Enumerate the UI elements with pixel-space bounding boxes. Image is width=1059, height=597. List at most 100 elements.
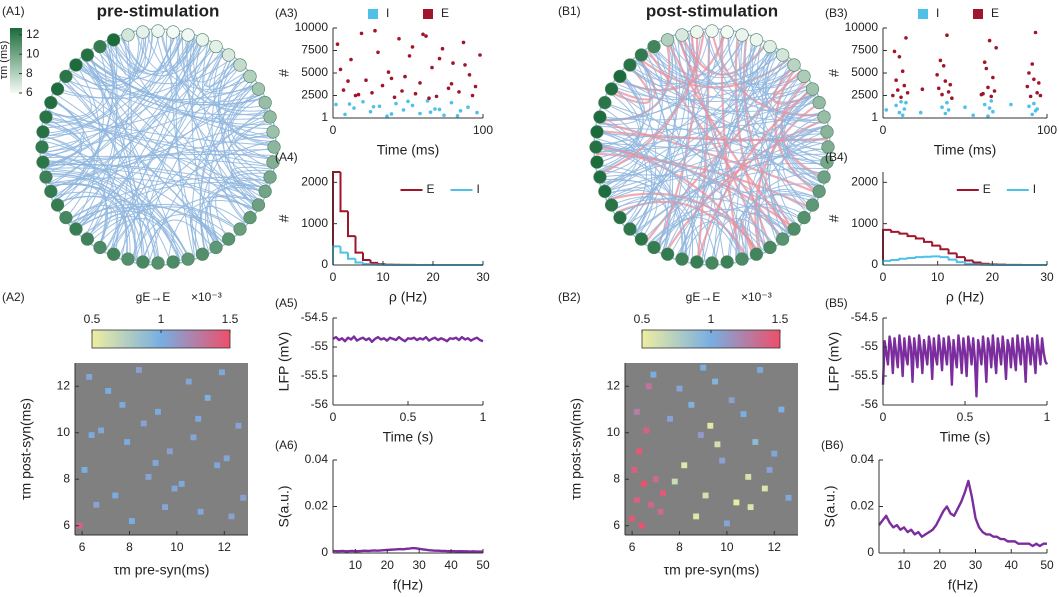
edge xyxy=(640,52,781,85)
node xyxy=(735,28,749,42)
edge xyxy=(111,31,153,73)
edge xyxy=(609,64,652,105)
matrix-cell xyxy=(752,439,759,445)
edge xyxy=(46,72,92,118)
x-axis-label: Time (s) xyxy=(383,429,434,445)
edge xyxy=(780,80,825,180)
matrix-cell xyxy=(190,434,197,441)
edge xyxy=(56,195,184,261)
edge xyxy=(68,31,151,87)
legend-label: I xyxy=(477,182,480,196)
spike xyxy=(410,103,415,108)
edge xyxy=(738,34,812,208)
edge xyxy=(727,203,807,262)
matrix-cell xyxy=(152,460,159,466)
x-tick-label: 10 xyxy=(170,540,184,554)
node xyxy=(604,82,619,96)
spike xyxy=(346,79,350,83)
edge xyxy=(145,31,252,90)
spike xyxy=(430,65,434,70)
spike xyxy=(902,107,907,111)
node xyxy=(181,252,195,266)
node xyxy=(593,170,607,184)
spike xyxy=(397,37,401,41)
matrix-cell xyxy=(712,378,719,385)
spike xyxy=(475,110,479,115)
edge xyxy=(48,32,176,187)
node xyxy=(93,240,107,255)
edge xyxy=(82,204,241,236)
legend-swatch xyxy=(423,9,433,19)
edge xyxy=(223,80,258,209)
edge xyxy=(678,46,771,259)
hist-step xyxy=(972,260,982,264)
legend-label: E xyxy=(983,182,991,196)
spike xyxy=(440,46,445,51)
node xyxy=(634,48,648,62)
spike xyxy=(352,106,356,110)
node xyxy=(80,232,94,246)
node xyxy=(243,69,257,83)
matrix-cell xyxy=(719,457,726,464)
edge xyxy=(669,98,818,256)
edge xyxy=(596,131,638,193)
spike xyxy=(428,110,433,114)
matrix-cell xyxy=(240,494,247,501)
node xyxy=(59,69,73,83)
node xyxy=(251,198,266,212)
x-axis-label: Time (ms) xyxy=(934,142,996,158)
spike xyxy=(380,83,385,88)
node xyxy=(166,255,180,269)
hist-step xyxy=(354,236,363,254)
spike xyxy=(900,69,905,74)
edge xyxy=(710,218,776,264)
edge xyxy=(49,133,274,189)
edge xyxy=(618,76,829,145)
spike xyxy=(895,88,900,92)
spike xyxy=(335,42,340,47)
spike xyxy=(984,66,989,71)
x-tick-label: 0 xyxy=(880,123,887,137)
edge xyxy=(598,120,819,195)
node xyxy=(593,110,607,124)
edge xyxy=(224,169,272,224)
edge xyxy=(61,81,157,264)
hist-step xyxy=(369,263,378,266)
spike xyxy=(943,79,948,83)
y-axis-label: LFP (mV) xyxy=(276,332,292,392)
matrix-cell xyxy=(667,415,673,422)
x-tick-label: 10 xyxy=(349,558,363,572)
y-tick-label: -55.5 xyxy=(851,368,879,382)
colorbar-tick-label: 1 xyxy=(158,312,165,326)
node xyxy=(820,155,834,169)
node xyxy=(821,140,835,154)
node xyxy=(634,232,648,246)
edge xyxy=(727,32,804,89)
edge xyxy=(650,48,821,190)
spike xyxy=(948,82,953,87)
x-tick-label: 40 xyxy=(444,558,458,572)
hist-step xyxy=(890,259,900,262)
edge xyxy=(647,190,817,245)
hist-step xyxy=(972,263,982,266)
spike xyxy=(991,75,995,80)
spike xyxy=(935,73,939,77)
edge xyxy=(679,35,827,167)
edge xyxy=(167,200,257,263)
matrix-cell xyxy=(195,415,202,422)
colorbar-tick-label: 6 xyxy=(26,85,33,99)
x-axis-label: Time (s) xyxy=(940,429,991,445)
matrix-cell xyxy=(650,371,657,378)
edge xyxy=(740,35,791,233)
edge xyxy=(735,183,822,261)
spike xyxy=(406,99,410,104)
matrix-cell xyxy=(740,411,747,418)
node xyxy=(80,48,94,62)
spike xyxy=(403,74,407,79)
edge xyxy=(218,60,269,185)
spike xyxy=(891,93,895,98)
edge xyxy=(41,45,216,150)
edge xyxy=(664,118,826,254)
matrix-cell xyxy=(178,480,185,487)
y-axis-label: S(a.u.) xyxy=(276,485,292,527)
